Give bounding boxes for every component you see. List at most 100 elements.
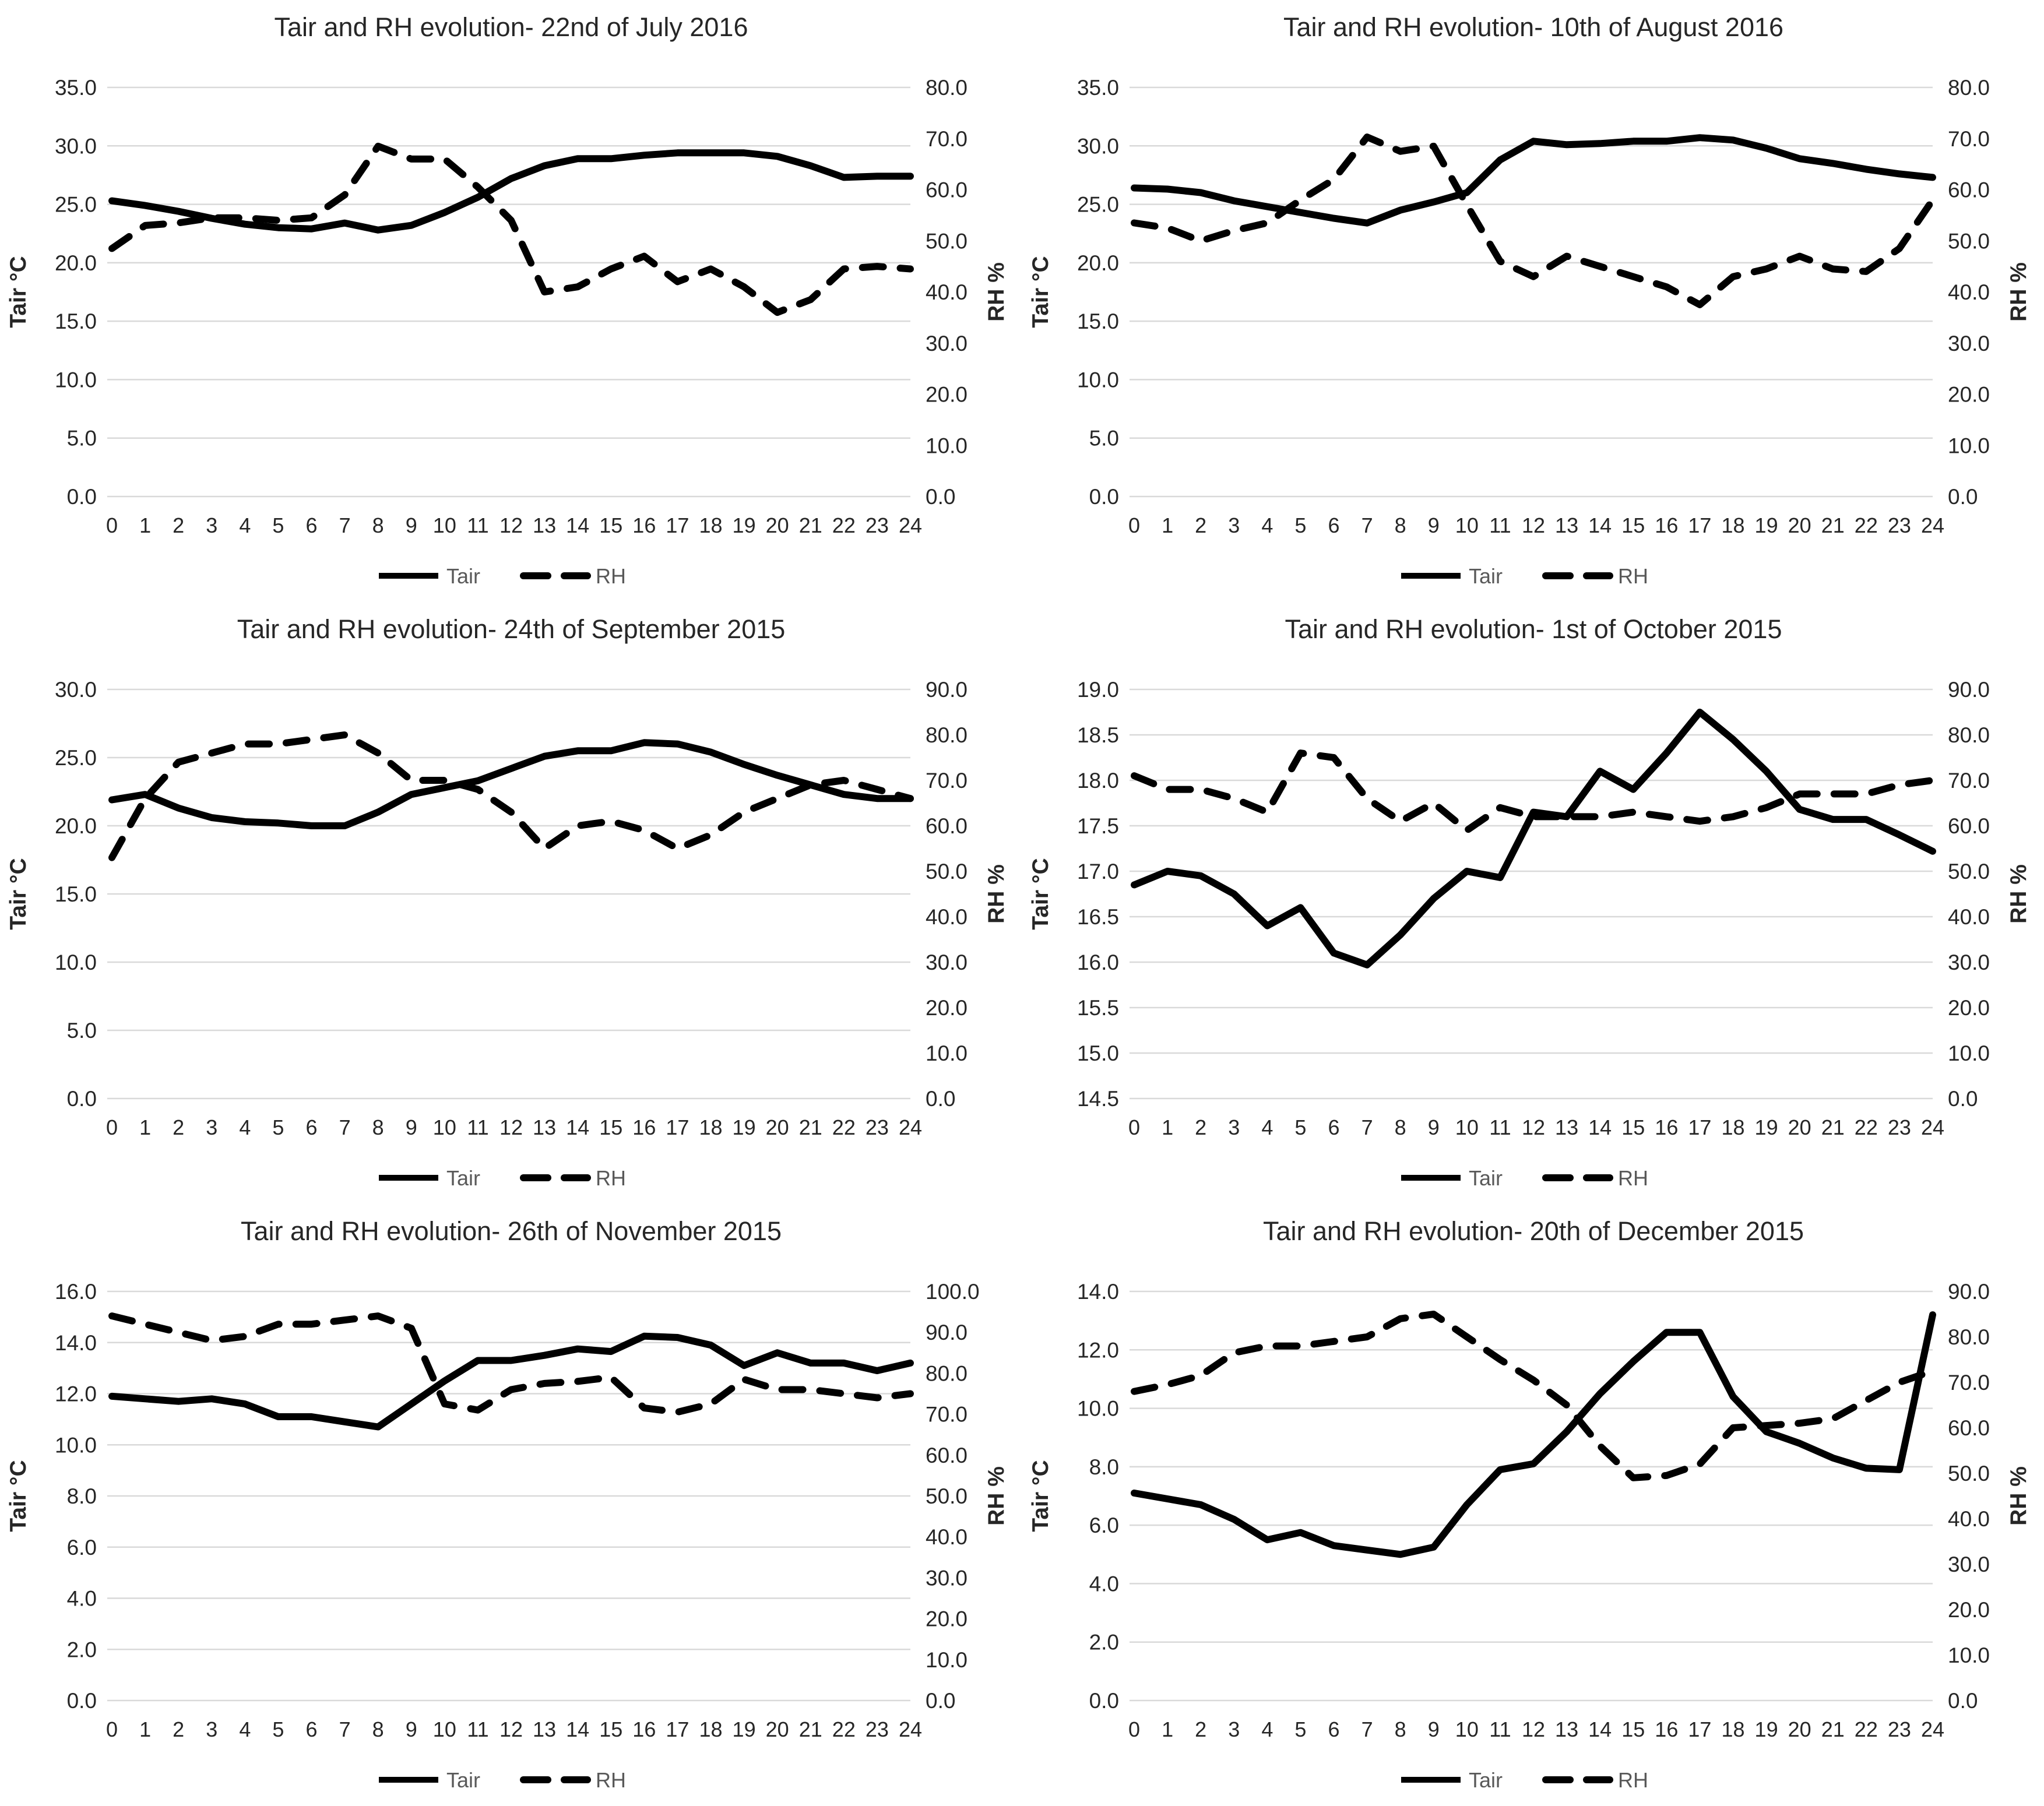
x-axis-tick-label: 0 (1128, 1115, 1139, 1139)
right-axis-tick-label: 60.0 (926, 178, 968, 202)
x-axis-tick-label: 1 (1162, 1717, 1173, 1741)
x-axis-tick-label: 24 (899, 1115, 922, 1139)
left-axis-tick-label: 0.0 (1089, 1689, 1118, 1713)
x-axis-tick-label: 12 (1521, 1115, 1545, 1139)
x-axis-tick-label: 7 (339, 1717, 351, 1741)
right-axis-tick-label: 60.0 (1948, 1416, 1990, 1440)
x-axis-tick-label: 5 (1294, 1717, 1306, 1741)
x-axis-tick-label: 22 (1854, 513, 1877, 537)
right-axis-tick-label: 80.0 (926, 723, 968, 747)
chart-title: Tair and RH evolution- 24th of September… (237, 614, 786, 644)
left-axis-tick-label: 35.0 (1076, 76, 1118, 100)
right-axis-tick-label: 20.0 (926, 383, 968, 407)
x-axis-tick-label: 10 (433, 513, 456, 537)
x-axis-tick-label: 1 (1162, 513, 1173, 537)
x-axis-tick-label: 12 (499, 1717, 523, 1741)
x-axis-tick-label: 11 (1489, 1115, 1511, 1139)
left-axis-tick-label: 16.0 (55, 1280, 97, 1304)
x-axis-tick-label: 21 (799, 1115, 822, 1139)
right-axis-tick-label: 90.0 (926, 1321, 968, 1344)
tair-line (108, 149, 914, 234)
x-axis-tick-label: 17 (666, 513, 689, 537)
x-axis-tick-label: 14 (566, 1717, 589, 1741)
x-axis-tick-label: 5 (272, 513, 284, 537)
left-axis-tick-label: 20.0 (55, 251, 97, 275)
left-axis-tick-label: 17.5 (1076, 814, 1118, 838)
right-axis-title: RH % (984, 1466, 1009, 1526)
left-axis-tick-label: 15.0 (1076, 1041, 1118, 1065)
x-axis-tick-label: 5 (272, 1115, 284, 1139)
right-axis-tick-label: 0.0 (926, 485, 955, 509)
right-axis-tick-label: 70.0 (1948, 1371, 1990, 1395)
chart-title: Tair and RH evolution- 1st of October 20… (1285, 614, 1782, 644)
right-axis-title: RH % (2006, 262, 2031, 322)
right-axis-tick-label: 10.0 (926, 434, 968, 457)
x-axis-tick-label: 1 (1162, 1115, 1173, 1139)
x-axis-tick-label: 19 (733, 1115, 756, 1139)
right-axis-title: RH % (984, 262, 1009, 322)
right-axis-tick-label: 80.0 (1948, 76, 1990, 100)
x-axis-tick-label: 15 (1621, 1717, 1645, 1741)
x-axis-tick-label: 17 (1688, 1717, 1711, 1741)
right-axis-tick-label: 60.0 (926, 814, 968, 838)
left-axis-tick-label: 6.0 (67, 1536, 97, 1559)
x-axis-tick-label: 23 (1887, 1115, 1911, 1139)
x-axis-tick-label: 24 (899, 513, 922, 537)
left-axis-tick-label: 15.0 (55, 882, 97, 906)
right-axis-tick-label: 60.0 (1948, 814, 1990, 838)
x-axis-tick-label: 4 (1261, 1115, 1273, 1139)
chart-panel: Tair and RH evolution- 22nd of July 2016… (0, 0, 1022, 602)
left-axis-tick-label: 18.5 (1076, 723, 1118, 747)
x-axis-tick-label: 11 (1489, 1717, 1511, 1741)
legend-tair-label: Tair (1469, 1166, 1503, 1190)
x-axis-tick-label: 18 (1721, 513, 1744, 537)
legend-rh-label: RH (1618, 564, 1648, 588)
x-axis-tick-label: 23 (1887, 1717, 1911, 1741)
right-axis-tick-label: 80.0 (926, 76, 968, 100)
x-axis-tick-label: 16 (1655, 513, 1678, 537)
x-axis-tick-label: 12 (1521, 513, 1545, 537)
left-axis-tick-label: 25.0 (55, 193, 97, 217)
right-axis-tick-label: 80.0 (1948, 1325, 1990, 1349)
rh-line (108, 1312, 914, 1416)
left-axis-tick-label: 10.0 (55, 950, 97, 974)
right-axis-tick-label: 30.0 (1948, 1552, 1990, 1576)
x-axis-tick-label: 1 (139, 1717, 151, 1741)
x-axis-tick-label: 14 (1588, 1717, 1612, 1741)
x-axis-tick-label: 17 (666, 1115, 689, 1139)
left-axis-tick-label: 8.0 (67, 1484, 97, 1508)
legend-rh-label: RH (596, 1768, 626, 1792)
right-axis-tick-label: 30.0 (1948, 332, 1990, 355)
x-axis-tick-label: 20 (766, 1115, 789, 1139)
x-axis-tick-label: 8 (1394, 1115, 1406, 1139)
legend-tair-label: Tair (1469, 564, 1503, 588)
left-axis-tick-label: 35.0 (55, 76, 97, 100)
right-axis-tick-label: 50.0 (926, 229, 968, 253)
x-axis-tick-label: 15 (1621, 513, 1645, 537)
x-axis-tick-label: 22 (832, 513, 856, 537)
rh-line (1130, 749, 1936, 834)
x-axis-tick-label: 9 (1427, 1717, 1439, 1741)
x-axis-tick-label: 18 (1721, 1115, 1744, 1139)
rh-line (108, 142, 914, 316)
right-axis-tick-label: 100.0 (926, 1280, 980, 1304)
x-axis-tick-label: 11 (467, 513, 488, 537)
right-axis-tick-label: 40.0 (1948, 280, 1990, 304)
tair-line (1130, 1311, 1936, 1558)
right-axis-tick-label: 50.0 (1948, 1462, 1990, 1485)
x-axis-tick-label: 12 (499, 513, 523, 537)
legend-rh-label: RH (1618, 1768, 1648, 1792)
rh-line (108, 731, 914, 861)
right-axis-tick-label: 60.0 (926, 1444, 968, 1467)
chart-canvas: Tair and RH evolution- 22nd of July 2016… (6, 12, 1009, 588)
x-axis-tick-label: 13 (1555, 1115, 1578, 1139)
x-axis-tick-label: 10 (433, 1717, 456, 1741)
x-axis-tick-label: 12 (499, 1115, 523, 1139)
x-axis-tick-label: 5 (1294, 1115, 1306, 1139)
legend-tair-label: Tair (446, 1166, 480, 1190)
x-axis-tick-label: 0 (106, 1717, 118, 1741)
x-axis-tick-label: 0 (1128, 513, 1139, 537)
left-axis-tick-label: 20.0 (55, 814, 97, 838)
left-axis-tick-label: 14.0 (1076, 1280, 1118, 1304)
left-axis-tick-label: 18.0 (1076, 769, 1118, 793)
